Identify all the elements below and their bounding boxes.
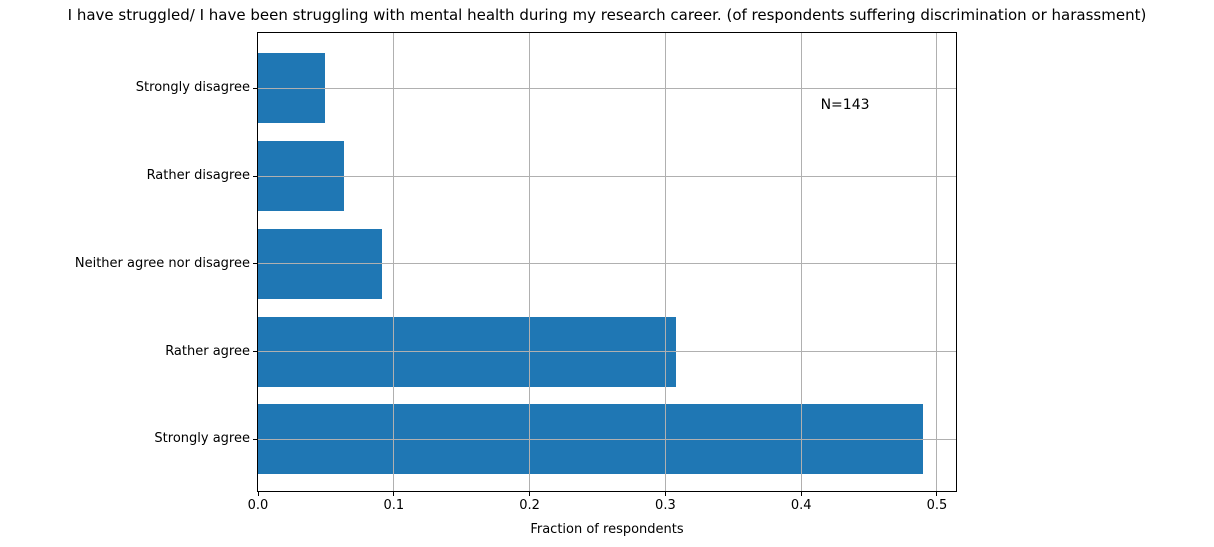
x-tick-label: 0.0 xyxy=(247,498,269,513)
y-tick-mark xyxy=(253,175,257,177)
y-tick-label: Rather disagree xyxy=(146,168,250,184)
y-gridline xyxy=(258,87,956,89)
x-tick-mark xyxy=(529,492,531,496)
x-tick-mark xyxy=(664,492,666,496)
x-tick-mark xyxy=(936,492,938,496)
y-tick-mark xyxy=(253,263,257,265)
y-tick-label: Strongly agree xyxy=(154,431,250,447)
x-tick-label: 0.1 xyxy=(383,498,405,513)
x-tick-mark xyxy=(800,492,802,496)
chart-title: I have struggled/ I have been struggling… xyxy=(67,6,1147,24)
x-tick-mark xyxy=(393,492,395,496)
y-gridline xyxy=(258,438,956,440)
x-tick-label: 0.4 xyxy=(790,498,812,513)
plot-area: N=143 xyxy=(257,32,957,492)
x-gridline xyxy=(393,33,395,491)
y-tick-mark xyxy=(253,351,257,352)
y-tick-label: Rather agree xyxy=(165,343,250,359)
x-axis-label: Fraction of respondents xyxy=(530,522,684,537)
x-gridline xyxy=(664,33,666,491)
x-tick-label: 0.2 xyxy=(519,498,540,513)
x-gridline xyxy=(800,33,802,491)
y-tick-label: Neither agree nor disagree xyxy=(74,255,250,271)
y-tick-label: Strongly disagree xyxy=(135,80,250,96)
y-gridline xyxy=(258,175,956,177)
sample-size-annotation: N=143 xyxy=(820,97,870,114)
y-tick-mark xyxy=(253,438,257,440)
y-gridline xyxy=(258,263,956,265)
x-gridline xyxy=(529,33,531,491)
y-gridline xyxy=(258,351,956,352)
x-tick-label: 0.5 xyxy=(926,498,948,513)
x-tick-mark xyxy=(257,492,259,496)
y-tick-mark xyxy=(253,87,257,89)
x-gridline xyxy=(936,33,938,491)
x-tick-label: 0.3 xyxy=(655,498,676,513)
